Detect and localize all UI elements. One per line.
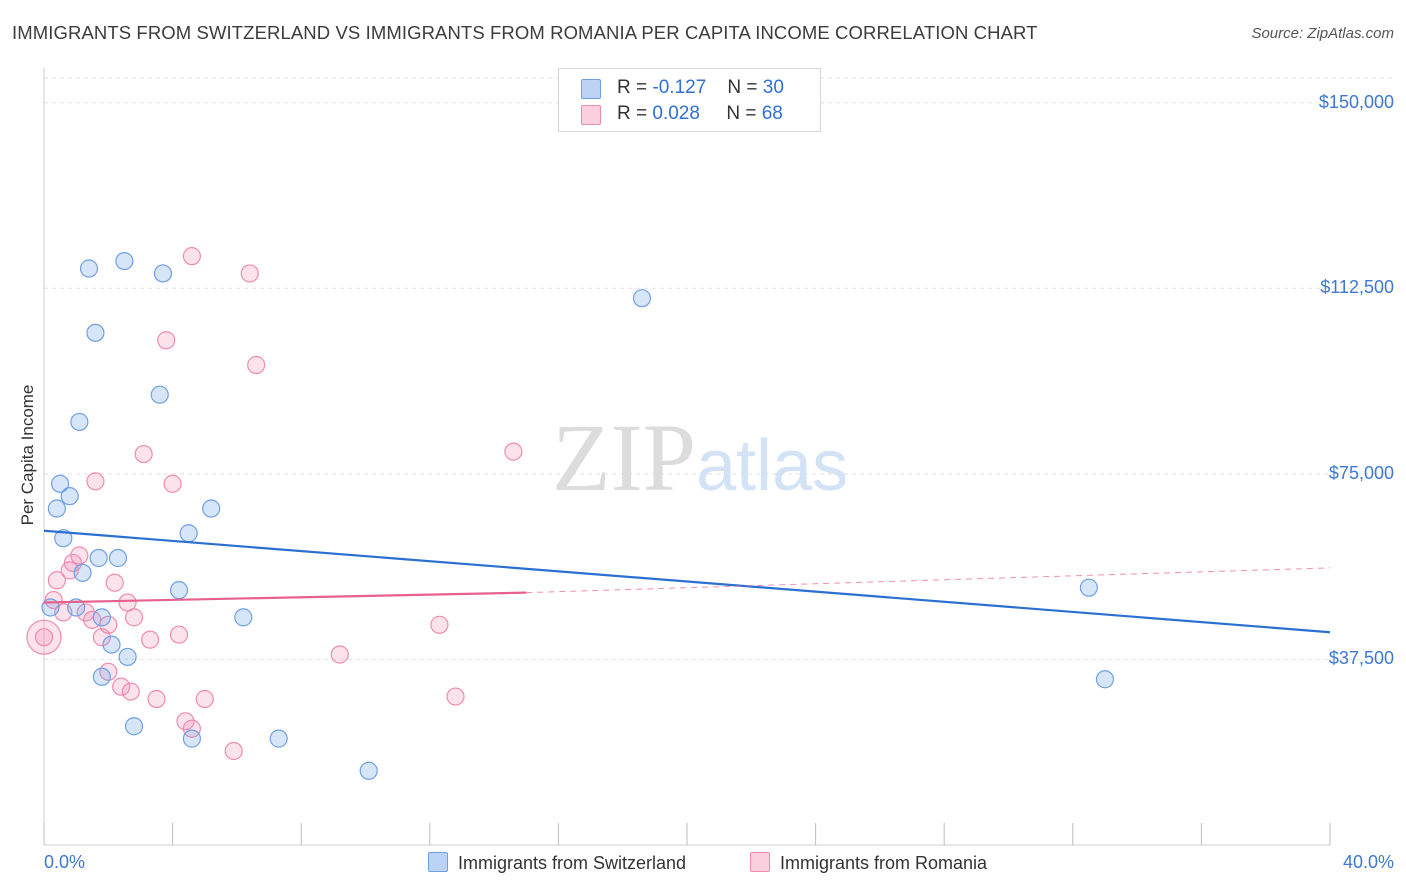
watermark: ZIPatlas [552,404,848,511]
point-switzerland [182,729,201,748]
axes [43,68,1331,846]
point-switzerland [73,563,92,582]
point-romania [147,689,166,709]
point-romania [86,472,105,491]
point-switzerland [70,412,89,432]
watermark-zip: ZIP [552,404,696,511]
legend-n-value: 68 [761,103,783,124]
y-tick-label: $37,500 [1328,648,1394,669]
legend-swatch-romania [581,105,601,125]
point-switzerland [50,474,70,493]
bottom-legend-switzerland: Immigrants from Switzerland [428,852,686,874]
point-switzerland [92,667,111,686]
point-switzerland [108,548,128,568]
grid [44,77,1395,660]
point-switzerland [86,323,105,342]
legend-n-label: N = [727,77,758,98]
point-switzerland [359,761,378,780]
trend-lines [43,529,1331,634]
bottom-legend-swatch-romania [750,852,770,872]
bottom-legend-swatch-switzerland [428,852,448,872]
point-switzerland [79,259,99,278]
legend-r-label: R = [617,103,648,124]
legend-swatch-switzerland [581,79,601,99]
y-tick-label: $75,000 [1328,462,1394,483]
trend-line-romania-extension [526,567,1331,594]
point-romania [99,615,118,634]
point-romania [195,689,214,709]
point-romania [163,474,182,493]
trend-line-romania [43,591,527,604]
point-romania [182,719,201,738]
point-switzerland [1095,670,1115,689]
legend-n-label: N = [726,103,757,124]
point-switzerland [269,729,288,748]
point-romania [124,608,144,627]
point-switzerland [54,529,73,548]
point-switzerland [202,499,221,518]
point-romania [134,444,153,464]
point-switzerland [153,264,173,283]
point-romania [430,615,449,634]
point-switzerland [60,487,79,506]
point-romania [224,741,243,761]
point-switzerland [632,289,652,308]
legend-text-romania: R = 0.028 N = 68 [617,103,783,125]
chart-source: Source: ZipAtlas.com [1251,25,1394,42]
legend-r-label: R = [617,77,648,98]
y-tick-label: $112,500 [1320,277,1394,298]
x-tick-min: 0.0% [44,852,86,872]
point-romania [63,553,83,573]
point-romania [446,687,465,706]
bottom-legend-label-romania: Immigrants from Romania [780,853,988,873]
point-romania [504,442,523,461]
legend-r-value: -0.127 [652,77,707,98]
bottom-legend-romania: Immigrants from Romania [750,852,987,874]
point-romania [157,331,176,350]
point-romania [182,247,201,266]
point-romania [47,571,66,590]
point-switzerland [124,717,144,736]
point-romania-large [26,619,62,655]
point-romania [140,630,160,649]
point-romania [330,645,349,664]
point-romania [34,628,54,647]
point-switzerland [118,647,137,667]
point-switzerland [115,251,134,271]
correlation-legend: R = -0.127 N = 30 R = 0.028 N = 68 [558,68,821,132]
point-romania [121,682,140,701]
point-romania [112,677,131,696]
chart-title: IMMIGRANTS FROM SWITZERLAND VS IMMIGRANT… [12,22,1038,43]
point-romania [176,712,195,731]
watermark-atlas: atlas [696,426,848,506]
point-switzerland [92,608,111,627]
y-tick-label: $150,000 [1318,91,1394,112]
point-switzerland [150,385,169,404]
points [26,247,1115,780]
point-switzerland [234,608,253,627]
point-switzerland [67,598,86,617]
point-switzerland [47,499,66,518]
point-romania [169,625,189,644]
legend-text-switzerland: R = -0.127 N = 30 [617,77,784,99]
legend-r-value: 0.028 [652,103,700,124]
bottom-legend-label-switzerland: Immigrants from Switzerland [458,853,687,873]
x-tick-max: 40.0% [1342,852,1394,872]
point-switzerland [1079,578,1098,597]
legend-n-value: 30 [762,77,784,98]
point-romania [105,573,124,592]
trend-line-switzerland [43,529,1331,634]
point-switzerland [102,635,121,654]
point-romania [240,264,259,283]
point-switzerland [89,548,108,568]
point-romania [70,546,89,565]
point-romania [247,355,266,375]
point-switzerland [179,524,198,543]
point-switzerland [169,581,189,600]
